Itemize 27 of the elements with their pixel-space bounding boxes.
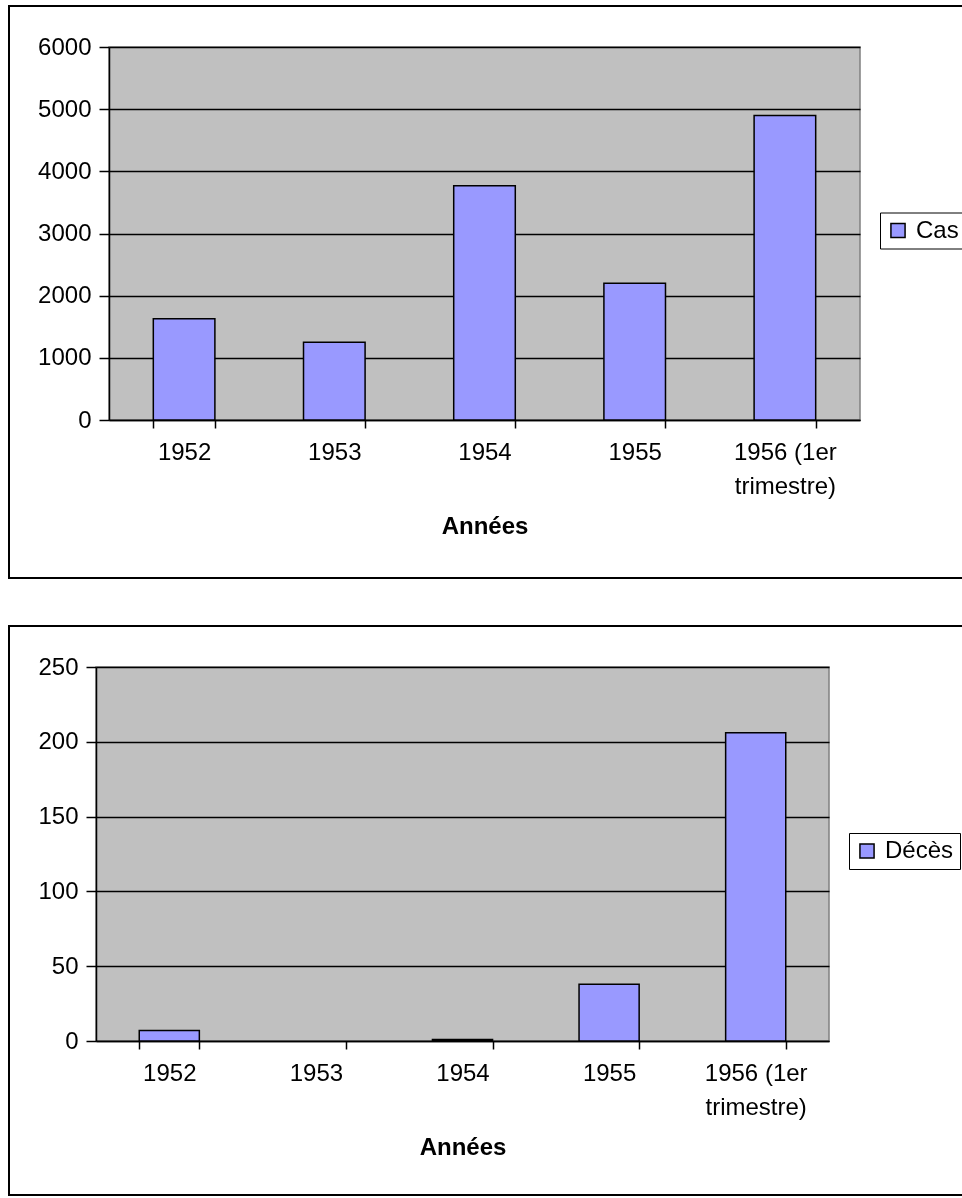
x-tick-label: 1952 — [157, 437, 212, 465]
legend-label: Décès — [885, 836, 954, 863]
y-tick-label: 250 — [38, 652, 79, 680]
x-axis-title: Années — [441, 511, 529, 539]
x-tick-label: 1953 — [308, 437, 362, 465]
y-tick-label: 150 — [38, 802, 79, 830]
y-tick-label: 0 — [65, 1026, 79, 1054]
y-tick-label: 4000 — [38, 156, 92, 184]
x-tick-label: 1954 — [436, 1058, 490, 1086]
x-tick-label: 1956 (1er trimestre) — [704, 1058, 808, 1120]
x-tick-label: 1955 — [582, 1058, 637, 1086]
y-tick-label: 200 — [38, 727, 79, 755]
y-tick-label: 1000 — [38, 343, 92, 371]
x-tick-label: 1952 — [143, 1058, 197, 1086]
y-tick-label: 6000 — [38, 32, 92, 60]
y-tick-label: 2000 — [38, 281, 92, 309]
x-tick-label: 1956 (1er trimestre) — [734, 437, 837, 499]
legend-label: Cas — [916, 215, 959, 243]
x-tick-label: 1953 — [289, 1058, 344, 1086]
y-tick-label: 3000 — [38, 219, 92, 246]
y-tick-label: 100 — [38, 876, 79, 904]
y-tick-label: 50 — [51, 951, 79, 979]
y-tick-label: 0 — [78, 405, 92, 433]
x-axis-title: Années — [419, 1132, 507, 1160]
x-tick-label: 1954 — [458, 437, 512, 465]
x-tick-label: 1955 — [608, 437, 662, 465]
y-tick-label: 5000 — [38, 94, 92, 122]
